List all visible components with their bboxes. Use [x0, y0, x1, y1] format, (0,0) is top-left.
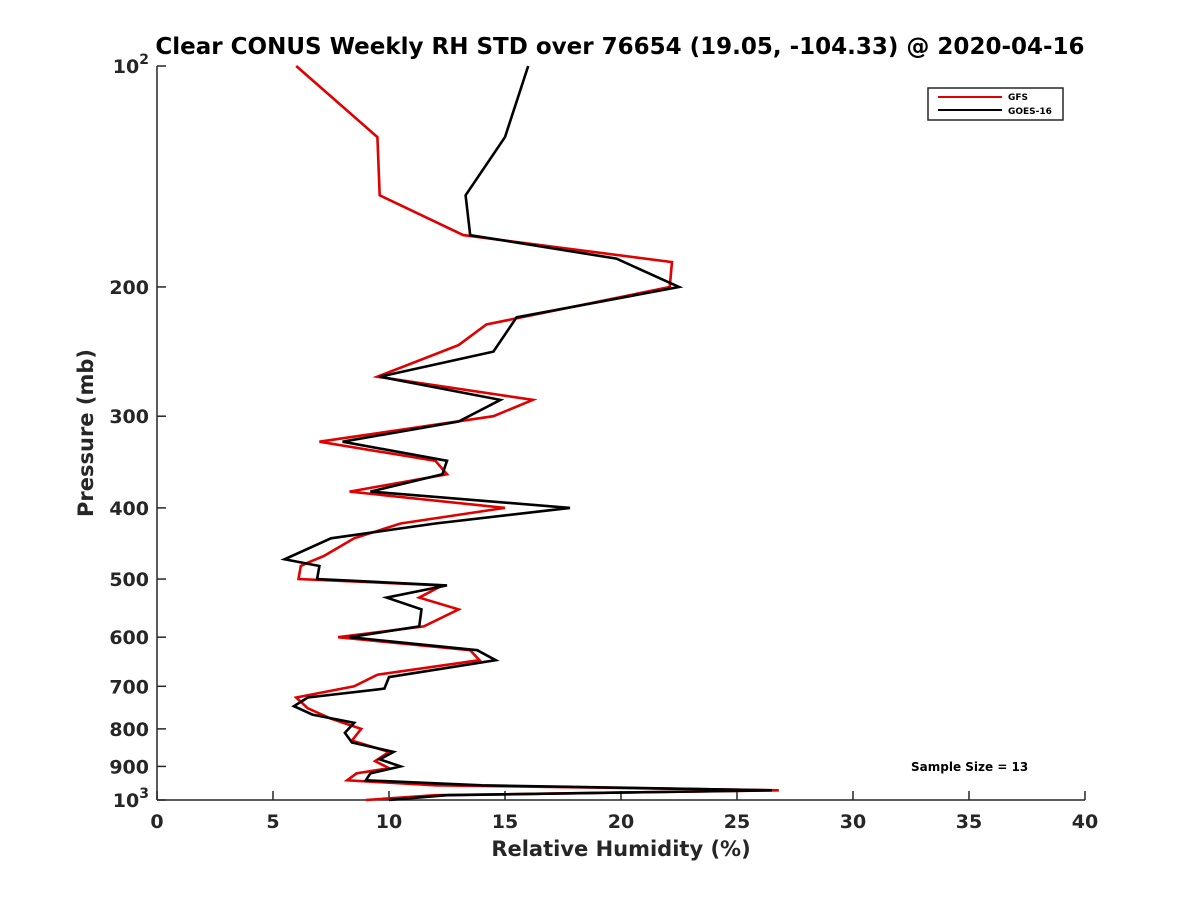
legend: GFS GOES-16	[927, 87, 1064, 121]
x-axis-ticks: 0 5 10 15 20 25 30 35 40	[150, 791, 1098, 833]
y-tick-label: 800	[109, 719, 149, 741]
x-tick-label: 15	[492, 811, 518, 833]
y-tick-label: 700	[109, 676, 149, 698]
y-axis-ticks: 102 200 300 400 500 600 700 800 900 103	[109, 52, 166, 812]
x-tick-label: 20	[608, 811, 634, 833]
y-tick-label: 600	[109, 627, 149, 649]
y-tick-label: 500	[109, 569, 149, 591]
x-tick-label: 30	[840, 811, 866, 833]
y-tick-label: 200	[109, 277, 149, 299]
x-tick-label: 40	[1072, 811, 1098, 833]
x-tick-label: 25	[724, 811, 750, 833]
legend-label-goes16: GOES-16	[1008, 107, 1052, 117]
x-tick-label: 0	[150, 811, 163, 833]
y-tick-label: 400	[109, 498, 149, 520]
x-tick-label: 5	[266, 811, 279, 833]
y-tick-label: 900	[109, 756, 149, 778]
y-axis-label: Pressure (mb)	[74, 349, 98, 517]
series-lines	[280, 65, 779, 802]
chart-title: Clear CONUS Weekly RH STD over 76654 (19…	[155, 34, 1084, 60]
legend-box	[927, 87, 1064, 121]
y-tick-label: 102	[113, 52, 149, 78]
x-tick-label: 10	[376, 811, 402, 833]
legend-label-gfs: GFS	[1008, 93, 1028, 103]
x-axis-label: Relative Humidity (%)	[491, 837, 750, 861]
x-tick-label: 35	[956, 811, 982, 833]
y-tick-label: 300	[109, 406, 149, 428]
sample-size-annotation: Sample Size = 13	[911, 760, 1028, 774]
y-tick-label: 103	[113, 786, 149, 812]
series-line-goes16	[280, 65, 772, 802]
